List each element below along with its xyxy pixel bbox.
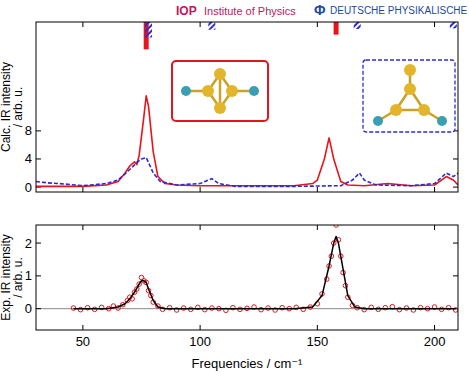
y-tick-label: 1 bbox=[25, 268, 32, 283]
y-tick-right bbox=[453, 243, 458, 244]
x-tick-top bbox=[200, 22, 201, 27]
x-tick-top bbox=[82, 225, 83, 230]
x-tick-top bbox=[317, 22, 318, 27]
atom bbox=[437, 116, 447, 126]
x-tick-label: 50 bbox=[76, 334, 90, 349]
y-tick bbox=[36, 243, 41, 244]
x-tick bbox=[200, 187, 201, 192]
iop-name: Institute of Physics bbox=[204, 5, 296, 17]
stick bbox=[208, 22, 215, 30]
plot-frame bbox=[36, 225, 458, 330]
x-tick-label: 200 bbox=[424, 334, 446, 349]
y-tick-label: 2 bbox=[25, 236, 32, 251]
stick bbox=[334, 22, 339, 35]
atom bbox=[404, 64, 416, 76]
structure-insets bbox=[172, 60, 455, 132]
header: IOP Institute of Physics Φ DEUTSCHE PHYSIKA… bbox=[176, 2, 468, 18]
y-axis-label: / arb. u. bbox=[11, 257, 25, 298]
y-tick bbox=[36, 308, 41, 309]
x-tick-label: 150 bbox=[306, 334, 328, 349]
y-tick-label: 4 bbox=[25, 151, 32, 166]
inset-frame bbox=[172, 61, 268, 121]
atom bbox=[373, 116, 383, 126]
x-tick bbox=[434, 187, 435, 192]
plot-area bbox=[71, 225, 458, 313]
y-tick bbox=[36, 130, 41, 131]
atom bbox=[181, 86, 191, 96]
x-tick bbox=[317, 187, 318, 192]
x-tick bbox=[82, 325, 83, 330]
spectrum-line bbox=[74, 236, 456, 308]
atom bbox=[202, 85, 214, 97]
atom bbox=[214, 68, 226, 80]
stick bbox=[354, 22, 361, 29]
y-tick-label: 8 bbox=[25, 123, 32, 138]
atom bbox=[226, 85, 238, 97]
x-tick-top bbox=[82, 22, 83, 27]
dpg-symbol: Φ bbox=[314, 2, 326, 18]
x-tick-top bbox=[434, 22, 435, 27]
panel: 048Calc. IR intensity/ arb. u. bbox=[0, 22, 458, 195]
plot-area bbox=[36, 22, 458, 186]
y-tick bbox=[36, 275, 41, 276]
x-tick-top bbox=[434, 225, 435, 230]
x-axis-label: Frequencies / cm⁻¹ bbox=[192, 356, 304, 371]
x-tick bbox=[434, 325, 435, 330]
y-tick bbox=[36, 158, 41, 159]
y-tick-right bbox=[453, 275, 458, 276]
iop-logo: IOP bbox=[176, 4, 197, 18]
y-axis-label: / arb. u. bbox=[11, 87, 25, 128]
x-tick-top bbox=[317, 225, 318, 230]
atom bbox=[418, 104, 430, 116]
figure: IOP Institute of Physics Φ DEUTSCHE PHYSIKA… bbox=[0, 0, 469, 378]
plot-frame bbox=[36, 22, 458, 192]
stick bbox=[450, 22, 457, 28]
y-tick-right bbox=[453, 158, 458, 159]
y-tick-label: 0 bbox=[25, 180, 32, 195]
x-tick bbox=[317, 325, 318, 330]
y-tick-right bbox=[453, 187, 458, 188]
y-tick-label: 0 bbox=[25, 301, 32, 316]
spectrum-line bbox=[36, 158, 458, 187]
dpg-name: DEUTSCHE PHYSIKALISCHE bbox=[330, 5, 468, 16]
stick bbox=[145, 22, 152, 37]
atom bbox=[249, 86, 259, 96]
x-tick bbox=[200, 325, 201, 330]
x-tick-top bbox=[200, 225, 201, 230]
atom bbox=[214, 102, 226, 114]
atom bbox=[404, 83, 416, 95]
inset-frame bbox=[363, 60, 455, 132]
x-tick bbox=[82, 187, 83, 192]
x-tick-label: 100 bbox=[189, 334, 211, 349]
panel: 50100150200012Exp. IR intensity/ arb. u.… bbox=[0, 223, 458, 371]
atom bbox=[390, 104, 402, 116]
